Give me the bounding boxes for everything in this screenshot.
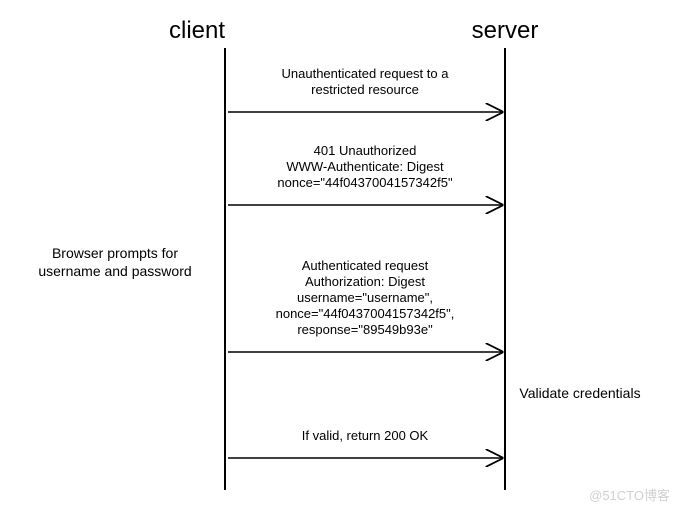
- message-text-m3: Authenticated requestAuthorization: Dige…: [276, 258, 455, 337]
- note-n1: Browser prompts forusername and password: [38, 245, 191, 279]
- message-text-m4: If valid, return 200 OK: [302, 428, 429, 443]
- sequence-diagram: client server Unauthenticated request to a…: [0, 0, 680, 507]
- message-text-m2: 401 UnauthorizedWWW-Authenticate: Digest…: [277, 143, 453, 190]
- client-label: client: [169, 17, 225, 44]
- server-label: server: [472, 17, 539, 44]
- note-n2: Validate credentials: [519, 385, 640, 401]
- message-text-m1: Unauthenticated request to arestricted r…: [282, 66, 450, 97]
- watermark-text: @51CTO博客: [589, 488, 670, 503]
